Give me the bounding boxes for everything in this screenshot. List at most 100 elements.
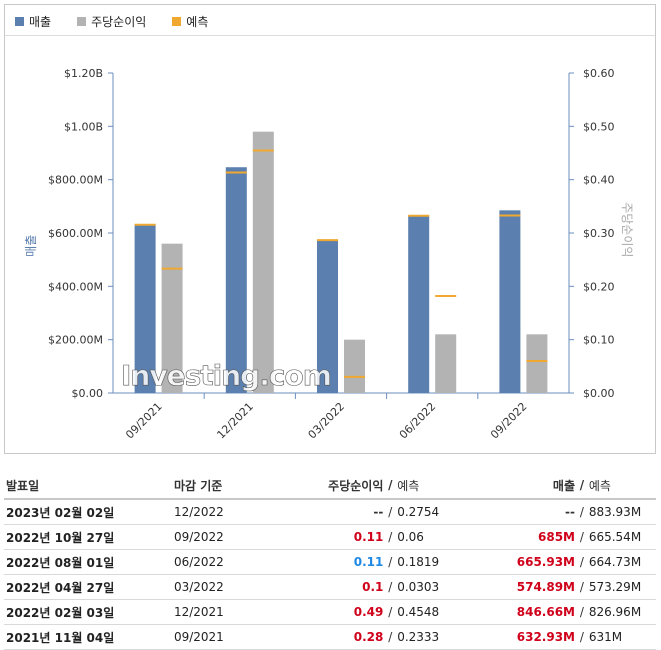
cell-eps: 0.28 — [353, 630, 384, 644]
cell-revenue-forecast: 573.29M — [588, 580, 642, 594]
cell-eps-forecast: 0.1819 — [397, 555, 440, 569]
cell-slash: / — [579, 555, 584, 569]
cell-date: 2022년 02월 03일 — [6, 605, 115, 620]
cell-revenue-forecast: 826.96M — [588, 605, 642, 619]
header-slash-revenue: / — [579, 478, 585, 492]
eps-bar — [161, 243, 183, 393]
cell-period: 03/2022 — [173, 580, 224, 594]
cell-revenue: 685M — [538, 530, 575, 544]
cell-period: 09/2022 — [173, 530, 224, 544]
table-row: 2022년 08월 01일 06/2022 0.11 / 0.1819 665.93M / 6… — [4, 550, 656, 575]
eps-bar — [344, 339, 365, 393]
cell-eps-forecast: 0.0303 — [397, 580, 440, 594]
header-period[interactable]: 마감 기준 — [173, 478, 223, 493]
y-tick-label-right: $0.10 — [583, 334, 615, 347]
revenue-bar — [317, 239, 338, 393]
table-body: 2023년 02월 02일 12/2022 --/0.2754 --/883.93M 2… — [4, 500, 656, 650]
legend-label-forecast: 예측 — [186, 15, 209, 29]
table-row: 2022년 02월 03일 12/2021 0.49 / 0.4548 846.66M / 8… — [4, 600, 656, 625]
revenue-bar — [499, 210, 521, 393]
cell-eps-forecast: 0.2754 — [397, 505, 440, 519]
cell-eps: 0.11 — [353, 555, 384, 569]
legend-label-revenue: 매출 — [29, 15, 52, 29]
x-tick-label: 03/2022 — [306, 400, 348, 442]
table-row: 2022년 04월 27일 03/2022 0.1 / 0.0303 574.89M / 57… — [4, 575, 656, 600]
cell-slash: / — [579, 605, 584, 619]
revenue-bar — [134, 224, 156, 393]
cell-slash: / — [388, 580, 393, 594]
cell-date: 2022년 10월 27일 — [6, 530, 115, 545]
cell-eps-forecast: 0.2333 — [397, 630, 440, 644]
table-row: 2021년 11월 04일 09/2021 0.28 / 0.2333 632.93M / 6… — [4, 625, 656, 650]
chart-plot: $0.00 $200.00M $400.00M $600.00M $800.00M $1.… — [24, 67, 634, 442]
x-tick-label: 09/2022 — [488, 400, 530, 442]
cell-slash: / — [579, 630, 584, 644]
cell-revenue: 632.93M — [516, 630, 575, 644]
cell-slash: / — [388, 605, 393, 619]
y-tick-label-right: $0.00 — [583, 387, 615, 400]
legend-divider — [5, 35, 655, 36]
cell-revenue-forecast: 665.54M — [588, 530, 642, 544]
header-revenue[interactable]: 매출 — [552, 478, 575, 493]
header-revenue-forecast[interactable]: 예측 — [588, 478, 611, 493]
eps-bar — [526, 334, 548, 393]
header-date[interactable]: 발표일 — [6, 478, 40, 493]
cell-revenue: -- — [565, 505, 575, 519]
legend-item-eps[interactable]: 주당순이익 — [77, 13, 146, 30]
earnings-table: 발표일 마감 기준 주당순이익 / 예측 매출 / 예측 2023년 02월 0… — [4, 472, 656, 650]
x-tick-label: 09/2021 — [123, 400, 165, 442]
chart-legend: 매출 주당순이익 예측 — [15, 13, 234, 30]
cell-date: 2023년 02월 02일 — [6, 505, 115, 520]
cell-revenue-forecast: 664.73M — [588, 555, 642, 569]
y-tick-label-left: $400.00M — [48, 280, 103, 293]
legend-swatch-forecast — [172, 17, 182, 26]
legend-item-revenue[interactable]: 매출 — [15, 13, 51, 30]
y-tick-label-left: $1.00B — [64, 120, 103, 133]
cell-slash: / — [388, 505, 393, 519]
legend-item-forecast[interactable]: 예측 — [172, 13, 208, 30]
cell-slash: / — [388, 555, 393, 569]
cell-slash: / — [579, 505, 584, 519]
cell-date: 2022년 04월 27일 — [6, 580, 115, 595]
y-axis-right-title: 주당순이익 — [620, 202, 634, 257]
header-eps[interactable]: 주당순이익 — [328, 478, 384, 493]
cell-slash: / — [388, 630, 393, 644]
y-axis-left-title: 매출 — [24, 235, 38, 257]
table-row: 2023년 02월 02일 12/2022 -- / 0.2754 -- / 883.93M — [4, 500, 656, 525]
cell-eps-forecast: 0.06 — [397, 530, 424, 544]
y-tick-label-left: $0.00 — [72, 387, 104, 400]
cell-revenue-forecast: 631M — [588, 630, 623, 644]
y-tick-label-right: $0.40 — [583, 174, 615, 187]
y-tick-label-right: $0.50 — [583, 120, 615, 133]
cell-date: 2021년 11월 04일 — [6, 630, 115, 645]
legend-swatch-revenue — [15, 17, 24, 26]
x-tick-label: 06/2022 — [397, 400, 439, 442]
cell-period: 09/2021 — [173, 630, 224, 644]
legend-label-eps: 주당순이익 — [91, 15, 147, 29]
cell-eps: 0.11 — [353, 530, 384, 544]
cell-period: 06/2022 — [173, 555, 224, 569]
cell-period: 12/2021 — [173, 605, 224, 619]
cell-eps: 0.49 — [353, 605, 384, 619]
y-tick-label-left: $600.00M — [48, 227, 103, 240]
header-slash-eps: / — [388, 478, 393, 492]
legend-swatch-eps — [77, 17, 87, 26]
cell-slash: / — [579, 580, 584, 594]
investing-watermark-logo: Investing.com — [121, 359, 331, 392]
cell-date: 2022년 08월 01일 — [6, 555, 115, 570]
header-eps-forecast[interactable]: 예측 — [397, 478, 420, 493]
revenue-bar — [408, 215, 430, 393]
x-tick-label: 12/2021 — [214, 400, 256, 442]
y-tick-label-right: $0.20 — [583, 280, 615, 293]
revenue-bar — [225, 167, 247, 393]
y-tick-label-right: $0.60 — [583, 67, 615, 80]
cell-eps-forecast: 0.4548 — [397, 605, 440, 619]
cell-eps: -- — [373, 505, 384, 519]
earnings-chart-panel: 매출 주당순이익 예측 $0.00 $200.00M $400.00M $600.00… — [4, 4, 656, 454]
eps-bar — [252, 131, 274, 393]
cell-revenue: 574.89M — [516, 580, 575, 594]
table-row: 2022년 10월 27일 09/2022 0.11 / 0.06 685M / 665.54… — [4, 525, 656, 550]
y-tick-label-right: $0.30 — [583, 227, 615, 240]
table-header-row: 발표일 마감 기준 주당순이익 / 예측 매출 / 예측 — [4, 472, 656, 500]
y-tick-label-left: $200.00M — [48, 334, 103, 347]
